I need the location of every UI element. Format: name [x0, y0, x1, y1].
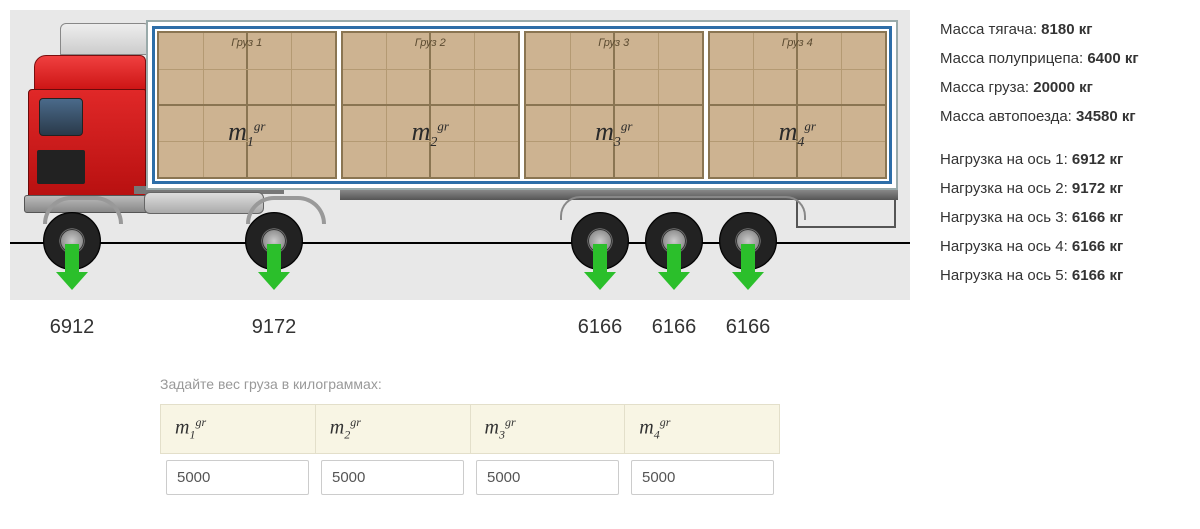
mass-train-label: Масса автопоезда	[940, 108, 1068, 125]
cargo-mass-input-4[interactable]	[631, 460, 774, 495]
mass-cargo-value: 20000	[1033, 79, 1075, 96]
cargo-title-2: Груз 2	[343, 37, 519, 49]
mass-trailer-label: Масса полуприцепа	[940, 50, 1079, 67]
mass-train-row: Масса автопоезда: 34580 кг	[940, 109, 1139, 124]
axle-info-value-3: 6166	[1072, 209, 1105, 226]
inputs-value-row	[160, 454, 780, 501]
axle-info-row-4: Нагрузка на ось 4: 6166 кг	[940, 239, 1139, 254]
cargo-inputs-section: Задайте вес груза в килограммах: m1grm2g…	[160, 376, 780, 501]
cargo-symbol-1: m1gr	[159, 117, 335, 151]
input-header-4: m4gr	[625, 405, 779, 453]
truck-stage: Груз 1 m1gr Груз 2 m2gr Груз 3 m3gr Груз 4 m4gr	[10, 10, 910, 300]
axle-info-label-2: Нагрузка на ось 2	[940, 180, 1064, 197]
mass-cargo-label: Масса груза	[940, 79, 1025, 96]
axle-info-row-5: Нагрузка на ось 5: 6166 кг	[940, 268, 1139, 283]
axle-load-value-5: 6166	[708, 316, 788, 339]
inputs-header-row: m1grm2grm3grm4gr	[160, 404, 780, 454]
cargo-title-3: Груз 3	[526, 37, 702, 49]
mass-tractor-value: 8180	[1041, 21, 1074, 38]
input-header-3: m3gr	[471, 405, 626, 453]
cargo-symbol-3: m3gr	[526, 117, 702, 151]
axle-info-label-1: Нагрузка на ось 1	[940, 151, 1064, 168]
cargo-box-4: Груз 4 m4gr	[708, 31, 888, 179]
axle-load-value-4: 6166	[634, 316, 714, 339]
cargo-symbol-2: m2gr	[343, 117, 519, 151]
cargo-mass-input-1[interactable]	[166, 460, 309, 495]
cab-grille	[37, 150, 85, 184]
axle-info-row-1: Нагрузка на ось 1: 6912 кг	[940, 152, 1139, 167]
axle-load-value-1: 6912	[32, 316, 112, 339]
cargo-mass-input-2[interactable]	[321, 460, 464, 495]
axle-info-label-3: Нагрузка на ось 3	[940, 209, 1064, 226]
mass-cargo-row: Масса груза: 20000 кг	[940, 80, 1139, 95]
fuel-tank	[144, 192, 264, 214]
axle-info-row-3: Нагрузка на ось 3: 6166 кг	[940, 210, 1139, 225]
cargo-title-1: Груз 1	[159, 37, 335, 49]
trailer-body: Груз 1 m1gr Груз 2 m2gr Груз 3 m3gr Груз 4 m4gr	[146, 20, 898, 190]
rear-underride-guard	[796, 200, 896, 228]
cab-window	[39, 98, 83, 136]
mass-trailer-row: Масса полуприцепа: 6400 кг	[940, 51, 1139, 66]
mass-tractor-row: Масса тягача: 8180 кг	[940, 22, 1139, 37]
axle-info-value-1: 6912	[1072, 151, 1105, 168]
axle-load-value-2: 9172	[234, 316, 314, 339]
axle-load-value-3: 6166	[560, 316, 640, 339]
axle-info-value-5: 6166	[1072, 267, 1105, 284]
mass-tractor-label: Масса тягача	[940, 21, 1033, 38]
axle-info-label-5: Нагрузка на ось 5	[940, 267, 1064, 284]
axle-info-row-2: Нагрузка на ось 2: 9172 кг	[940, 181, 1139, 196]
cab-body	[28, 89, 146, 197]
cargo-mass-input-3[interactable]	[476, 460, 619, 495]
cargo-box-1: Груз 1 m1gr	[157, 31, 337, 179]
mass-train-value: 34580	[1076, 108, 1118, 125]
cab-air-deflector	[60, 23, 150, 55]
cab-roof	[34, 55, 146, 91]
input-header-1: m1gr	[161, 405, 316, 453]
cargo-box-3: Груз 3 m3gr	[524, 31, 704, 179]
cargo-title-4: Груз 4	[710, 37, 886, 49]
mass-trailer-value: 6400	[1087, 50, 1120, 67]
info-panel: Масса тягача: 8180 кг Масса полуприцепа:…	[940, 0, 1147, 501]
axle-info-value-2: 9172	[1072, 180, 1105, 197]
axle-info-label-4: Нагрузка на ось 4	[940, 238, 1064, 255]
cargo-box-2: Груз 2 m2gr	[341, 31, 521, 179]
input-header-2: m2gr	[316, 405, 471, 453]
cargo-symbol-4: m4gr	[710, 117, 886, 151]
trailer-inner: Груз 1 m1gr Груз 2 m2gr Груз 3 m3gr Груз 4 m4gr	[152, 26, 892, 184]
axle-info-value-4: 6166	[1072, 238, 1105, 255]
unit: кг	[1079, 21, 1093, 38]
inputs-caption: Задайте вес груза в килограммах:	[160, 376, 780, 392]
diagram-area: Груз 1 m1gr Груз 2 m2gr Груз 3 m3gr Груз 4 m4gr…	[0, 0, 920, 501]
